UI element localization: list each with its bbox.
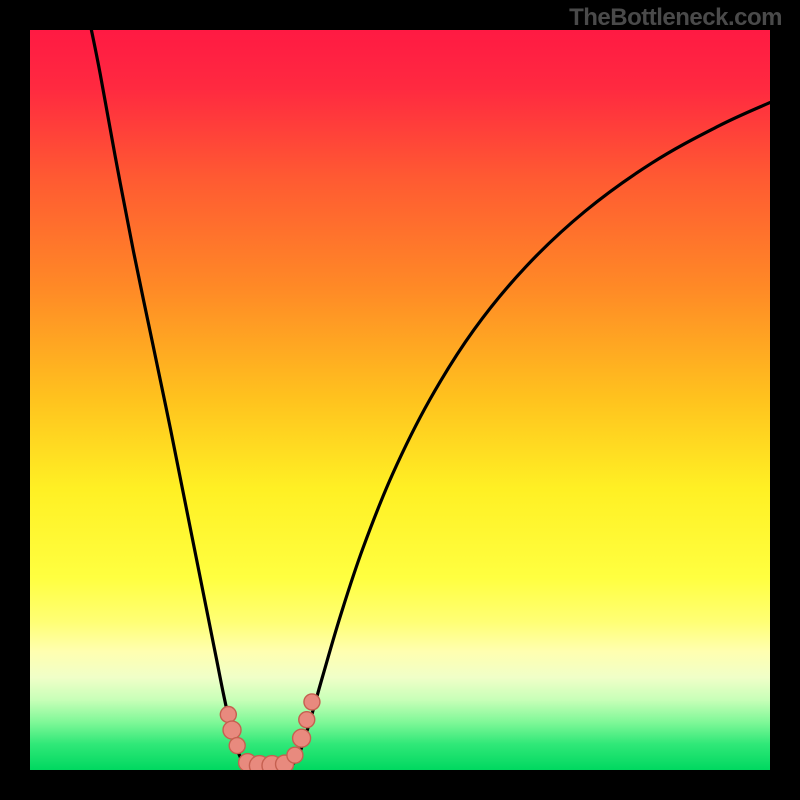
plot-area [30, 30, 770, 770]
data-marker [220, 707, 236, 723]
data-marker [229, 738, 245, 754]
bottleneck-curve [91, 30, 770, 769]
data-marker [223, 721, 241, 739]
data-marker [287, 747, 303, 763]
watermark-text: TheBottleneck.com [569, 4, 782, 32]
plot-svg [30, 30, 770, 770]
data-marker [299, 712, 315, 728]
data-marker [304, 694, 320, 710]
data-marker [293, 729, 311, 747]
